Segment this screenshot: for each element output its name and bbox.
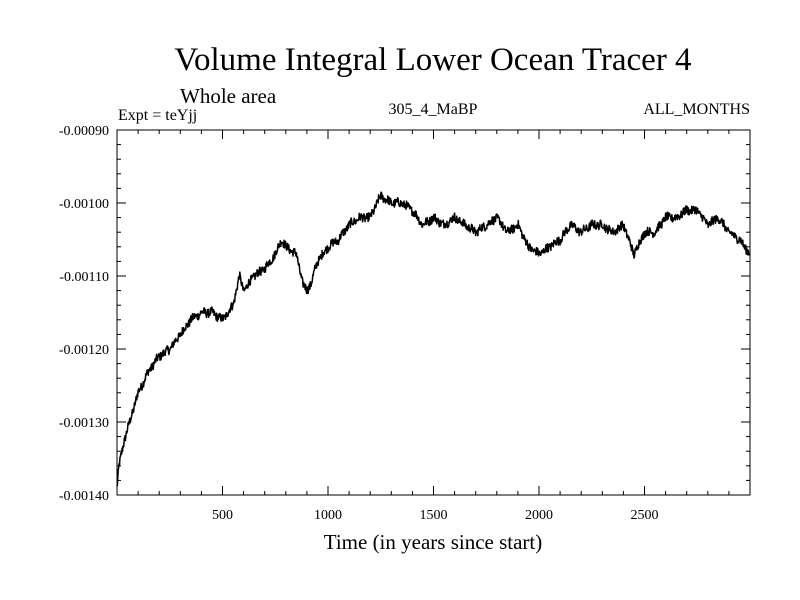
y-tick-label: -0.00140 xyxy=(59,489,109,504)
x-tick-label: 2500 xyxy=(631,508,659,523)
y-tick-label: -0.00110 xyxy=(59,270,109,285)
expt-label: Expt = teYjj xyxy=(118,107,197,124)
plot-frame xyxy=(116,129,751,496)
y-tick-label: -0.00120 xyxy=(59,343,109,358)
x-tick-label: 1500 xyxy=(420,508,448,523)
x-tick-label: 1000 xyxy=(314,508,342,523)
y-tick-label: -0.00130 xyxy=(59,416,109,431)
series-layer xyxy=(116,191,751,487)
series-line-tracer4 xyxy=(116,191,751,487)
axes-layer: 500 1000 1500 2000 2500 -0.00090 -0.00100 -0.00… xyxy=(59,124,750,523)
chart-title: Volume Integral Lower Ocean Tracer 4 xyxy=(174,42,691,78)
y-tick-label: -0.00100 xyxy=(59,197,109,212)
y-tick-label: -0.00090 xyxy=(59,124,109,139)
x-tick-label: 500 xyxy=(212,508,233,523)
x-tick-label: 2000 xyxy=(525,508,553,523)
months-label: ALL_MONTHS xyxy=(643,101,750,118)
x-axis-label: Time (in years since start) xyxy=(324,530,543,554)
chart-subtitle: Whole area xyxy=(180,84,277,108)
run-label: 305_4_MaBP xyxy=(389,101,478,118)
